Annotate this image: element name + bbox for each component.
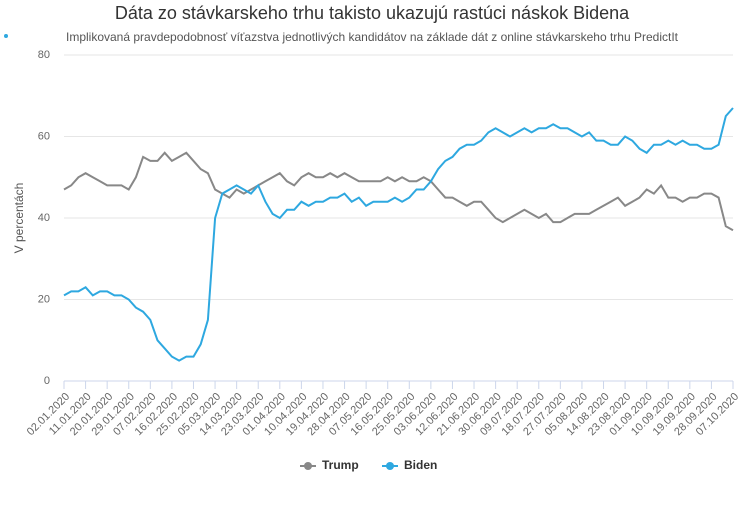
y-tick-label: 40	[38, 212, 50, 224]
series-line	[63, 151, 734, 232]
legend-label: Trump	[322, 458, 359, 472]
y-axis-label: V percentách	[12, 183, 26, 254]
legend-marker	[386, 462, 394, 470]
legend-item[interactable]: Trump	[300, 458, 359, 472]
y-tick-label: 60	[38, 130, 50, 142]
decor-dot	[4, 34, 8, 38]
series-line	[63, 107, 734, 362]
legend-label: Biden	[404, 458, 437, 472]
legend-item[interactable]: Biden	[382, 458, 437, 472]
legend-marker	[304, 462, 312, 470]
y-tick-label: 80	[38, 49, 50, 61]
y-tick-label: 0	[44, 375, 50, 387]
y-tick-label: 20	[38, 293, 50, 305]
chart-subtitle: Implikovaná pravdepodobnosť víťazstva je…	[66, 30, 679, 44]
chart-title: Dáta zo stávkarskeho trhu takisto ukazuj…	[115, 3, 630, 23]
